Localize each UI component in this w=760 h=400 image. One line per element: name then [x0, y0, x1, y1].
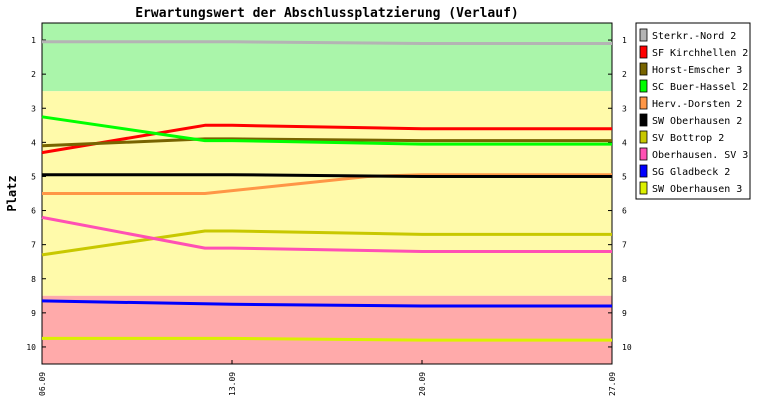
series-line-9 — [41, 299, 612, 308]
legend-swatch-4 — [639, 79, 648, 93]
y-tick-label-right-6: 6 — [622, 207, 627, 216]
y-tick-label-left-9: 9 — [31, 309, 36, 318]
series-line-6 — [42, 173, 612, 178]
legend-label-5: Herv.-Dorsten 2 — [652, 99, 742, 110]
legend-swatch-3 — [639, 62, 648, 76]
legend-swatch-9 — [639, 164, 648, 178]
legend-label-6: SW Oberhausen 2 — [652, 116, 742, 127]
y-tick-label-right-9: 9 — [622, 309, 627, 318]
legend-label-9: SG Gladbeck 2 — [652, 167, 730, 178]
series-line-3 — [41, 137, 612, 148]
series-line-10 — [42, 336, 612, 342]
legend-label-3: Horst-Emscher 3 — [652, 65, 742, 76]
y-tick-label-right-7: 7 — [622, 241, 627, 250]
band-1 — [42, 23, 612, 92]
x-tick-label-13.09: 13.09 — [228, 372, 237, 396]
legend-swatch-2 — [639, 45, 648, 59]
y-tick-label-left-7: 7 — [31, 241, 36, 250]
y-tick-label-right-10: 10 — [622, 343, 632, 352]
y-tick-label-right-1: 1 — [622, 36, 627, 45]
series-line-1 — [42, 40, 612, 45]
y-tick-label-left-8: 8 — [31, 275, 36, 284]
legend-swatch-6 — [639, 113, 648, 127]
y-tick-label-right-4: 4 — [622, 138, 627, 147]
y-tick-label-right-8: 8 — [622, 275, 627, 284]
y-tick-label-left-6: 6 — [31, 207, 36, 216]
y-tick-label-left-2: 2 — [31, 70, 36, 79]
legend-label-8: Oberhausen. SV 3 — [652, 150, 748, 161]
legend-label-7: SV Bottrop 2 — [652, 133, 724, 144]
legend-swatch-7 — [639, 130, 648, 144]
y-tick-label-right-2: 2 — [622, 70, 627, 79]
legend-label-10: SW Oberhausen 3 — [652, 184, 742, 195]
y-axis-label: Platz — [5, 175, 19, 211]
y-tick-label-right-3: 3 — [622, 104, 627, 113]
legend-swatch-5 — [639, 96, 648, 110]
series-line-2 — [41, 123, 612, 155]
legend-label-1: Sterkr.-Nord 2 — [652, 31, 736, 42]
legend-swatch-10 — [639, 181, 648, 195]
legend-label-2: SF Kirchhellen 2 — [652, 48, 748, 59]
series-line-8 — [41, 215, 612, 253]
y-tick-label-left-5: 5 — [31, 172, 36, 181]
x-tick-label-20.09: 20.09 — [418, 372, 427, 396]
y-tick-label-left-3: 3 — [31, 104, 36, 113]
y-tick-label-left-4: 4 — [31, 138, 36, 147]
x-tick-label-27.09: 27.09 — [608, 372, 617, 396]
chart-title: Erwartungswert der Abschlussplatzierung … — [135, 6, 519, 21]
legend-swatch-8 — [639, 147, 648, 161]
legend-label-4: SC Buer-Hassel 2 — [652, 82, 748, 93]
y-tick-label-right-5: 5 — [622, 172, 627, 181]
y-tick-label-left-10: 10 — [26, 343, 36, 352]
legend-swatch-1 — [639, 28, 648, 42]
legend-box — [635, 22, 751, 200]
y-tick-label-left-1: 1 — [31, 36, 36, 45]
x-tick-label-06.09: 06.09 — [38, 372, 47, 396]
series-line-4 — [41, 115, 612, 146]
